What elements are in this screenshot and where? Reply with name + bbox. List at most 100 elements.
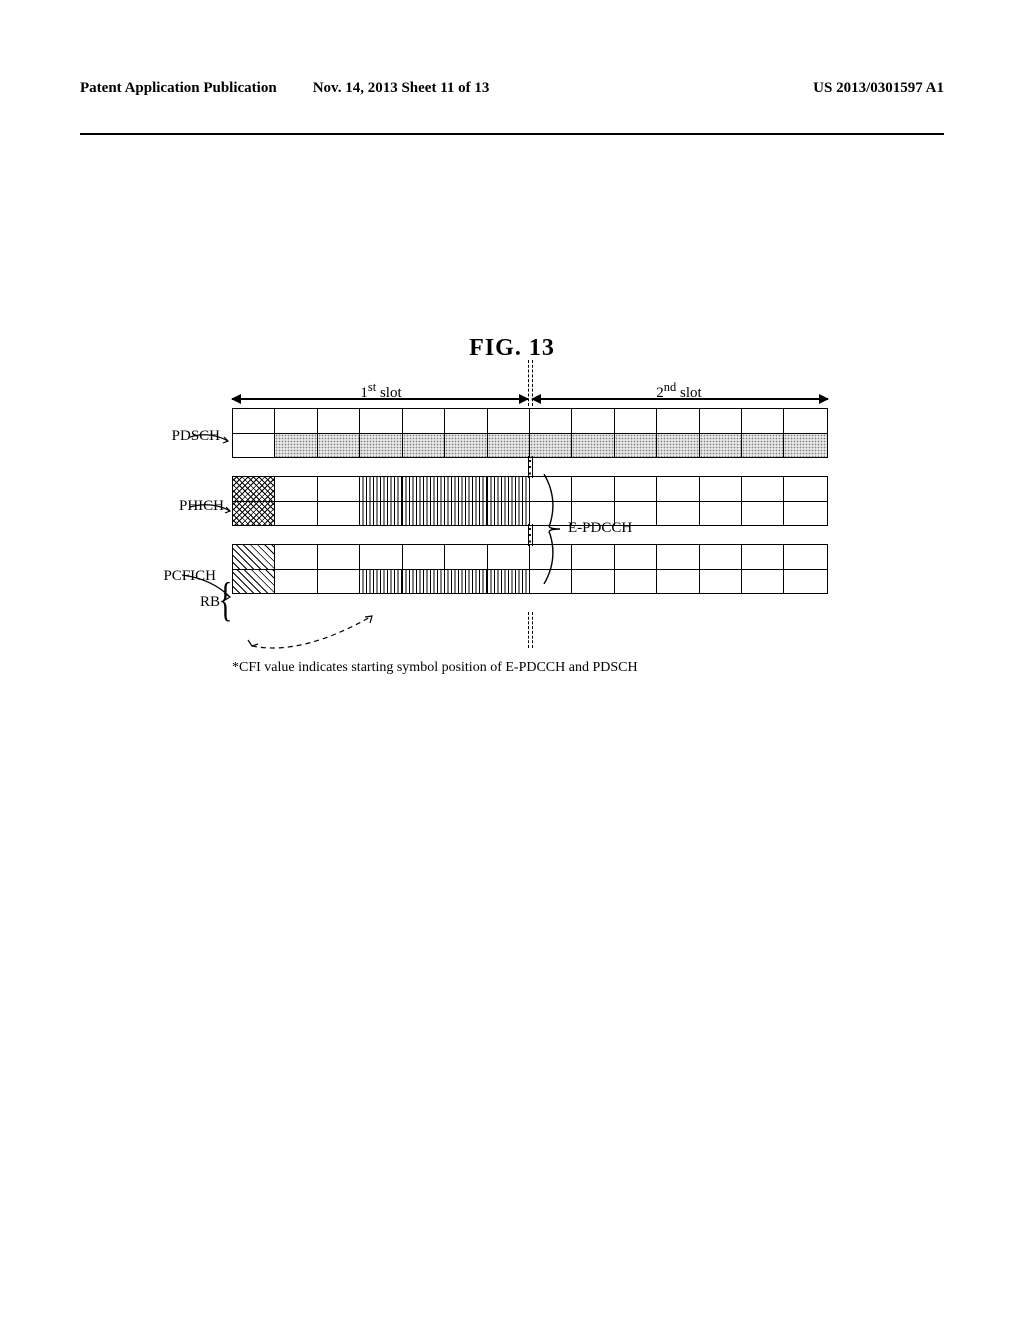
cfi-arc [232, 612, 472, 654]
grid-cell [275, 434, 317, 457]
grid-cell [318, 545, 360, 569]
grid-cell [360, 434, 402, 457]
grid-cell [233, 477, 275, 501]
grid-cell [445, 502, 487, 525]
grid-cell [784, 477, 826, 501]
grid-cell [615, 409, 657, 433]
grid-cell [784, 434, 826, 457]
grid-cell [360, 545, 402, 569]
grid-cell [572, 409, 614, 433]
grid-cell [445, 409, 487, 433]
grid-cell [233, 409, 275, 433]
grid-cell [403, 409, 445, 433]
slot2-arrow [532, 398, 828, 400]
grid-cell [318, 434, 360, 457]
grid-cell [275, 477, 317, 501]
slot2-sup: nd [664, 380, 677, 394]
grid-cell [445, 434, 487, 457]
grid-cell [445, 570, 487, 593]
grid-cell [275, 545, 317, 569]
grid-cell [403, 434, 445, 457]
grid-cell [700, 545, 742, 569]
grid-cell [275, 409, 317, 433]
grid-cell [657, 570, 699, 593]
grid-cell [318, 409, 360, 433]
grid-cell [784, 502, 826, 525]
grid-cell [360, 409, 402, 433]
center-dash-right [532, 360, 533, 406]
grid-cell [275, 570, 317, 593]
slot1-sup: st [368, 380, 376, 394]
grid-cell [445, 477, 487, 501]
grid-cell [615, 477, 657, 501]
grid-cell [233, 545, 275, 569]
grid-cell [318, 502, 360, 525]
label-rb-text: RB [200, 594, 220, 610]
grid-cell [657, 477, 699, 501]
label-phich: PHICH [134, 498, 224, 515]
grid-cell [488, 409, 530, 433]
grid-cell [233, 502, 275, 525]
footnote: *CFI value indicates starting symbol pos… [232, 660, 872, 676]
grid-cell [784, 570, 826, 593]
grid-cell [445, 545, 487, 569]
grid-cell [615, 545, 657, 569]
grid-cell [615, 570, 657, 593]
grid-cell [403, 570, 445, 593]
grid-cell [360, 570, 402, 593]
grid-cell [360, 502, 402, 525]
grid-cell [657, 502, 699, 525]
grid-cell [700, 477, 742, 501]
center-dash-left [528, 360, 529, 406]
pointer-pdsch [190, 431, 230, 445]
grid-cell [742, 545, 784, 569]
grid-cell [530, 409, 572, 433]
grid-cell [700, 409, 742, 433]
header-left: Patent Application Publication [80, 80, 277, 97]
grid-cell [360, 477, 402, 501]
grid-cell [742, 502, 784, 525]
label-rb: RB { [172, 594, 220, 611]
grid-cell [572, 434, 614, 457]
header-rule [80, 133, 944, 135]
grid-cell [742, 409, 784, 433]
rb-brace: { [219, 572, 233, 627]
page: Patent Application Publication Nov. 14, … [0, 0, 1024, 634]
grid-cell [318, 477, 360, 501]
grid-cell [657, 434, 699, 457]
grid-cell [657, 409, 699, 433]
grid-cell [488, 434, 530, 457]
grid-cell [700, 570, 742, 593]
grid-cell [784, 545, 826, 569]
header: Patent Application Publication Nov. 14, … [80, 80, 944, 105]
pointer-phich [190, 501, 232, 515]
grid-cell [233, 434, 275, 457]
grid-cell [275, 502, 317, 525]
label-pcfich: PCFICH [126, 568, 216, 585]
grid-cell [403, 545, 445, 569]
pdsch-row [232, 408, 828, 458]
grid-cell [742, 477, 784, 501]
grid-pdsch [232, 408, 828, 458]
figure-wrap: 1st slot 2nd slot ⋮ ⋮ PDSCH [140, 380, 920, 594]
grid-cell [784, 409, 826, 433]
grid-cell [403, 477, 445, 501]
center-dash-br [532, 612, 533, 648]
header-mid: Nov. 14, 2013 Sheet 11 of 13 [313, 80, 490, 97]
epdcch-brace [524, 474, 584, 584]
grid-cell [742, 434, 784, 457]
grid-cell [318, 570, 360, 593]
header-right: US 2013/0301597 A1 [813, 80, 944, 97]
label-pdsch: PDSCH [130, 428, 220, 445]
grid-cell [403, 502, 445, 525]
slot1-arrow [232, 398, 528, 400]
grid-cell [615, 434, 657, 457]
grid-cell [233, 570, 275, 593]
center-dash-bl [528, 612, 529, 648]
grid-cell [530, 434, 572, 457]
slot-bar: 1st slot 2nd slot [232, 380, 828, 408]
figure-title: FIG. 13 [80, 335, 944, 362]
grid-cell [742, 570, 784, 593]
grid-cell [657, 545, 699, 569]
grid-cell [700, 434, 742, 457]
